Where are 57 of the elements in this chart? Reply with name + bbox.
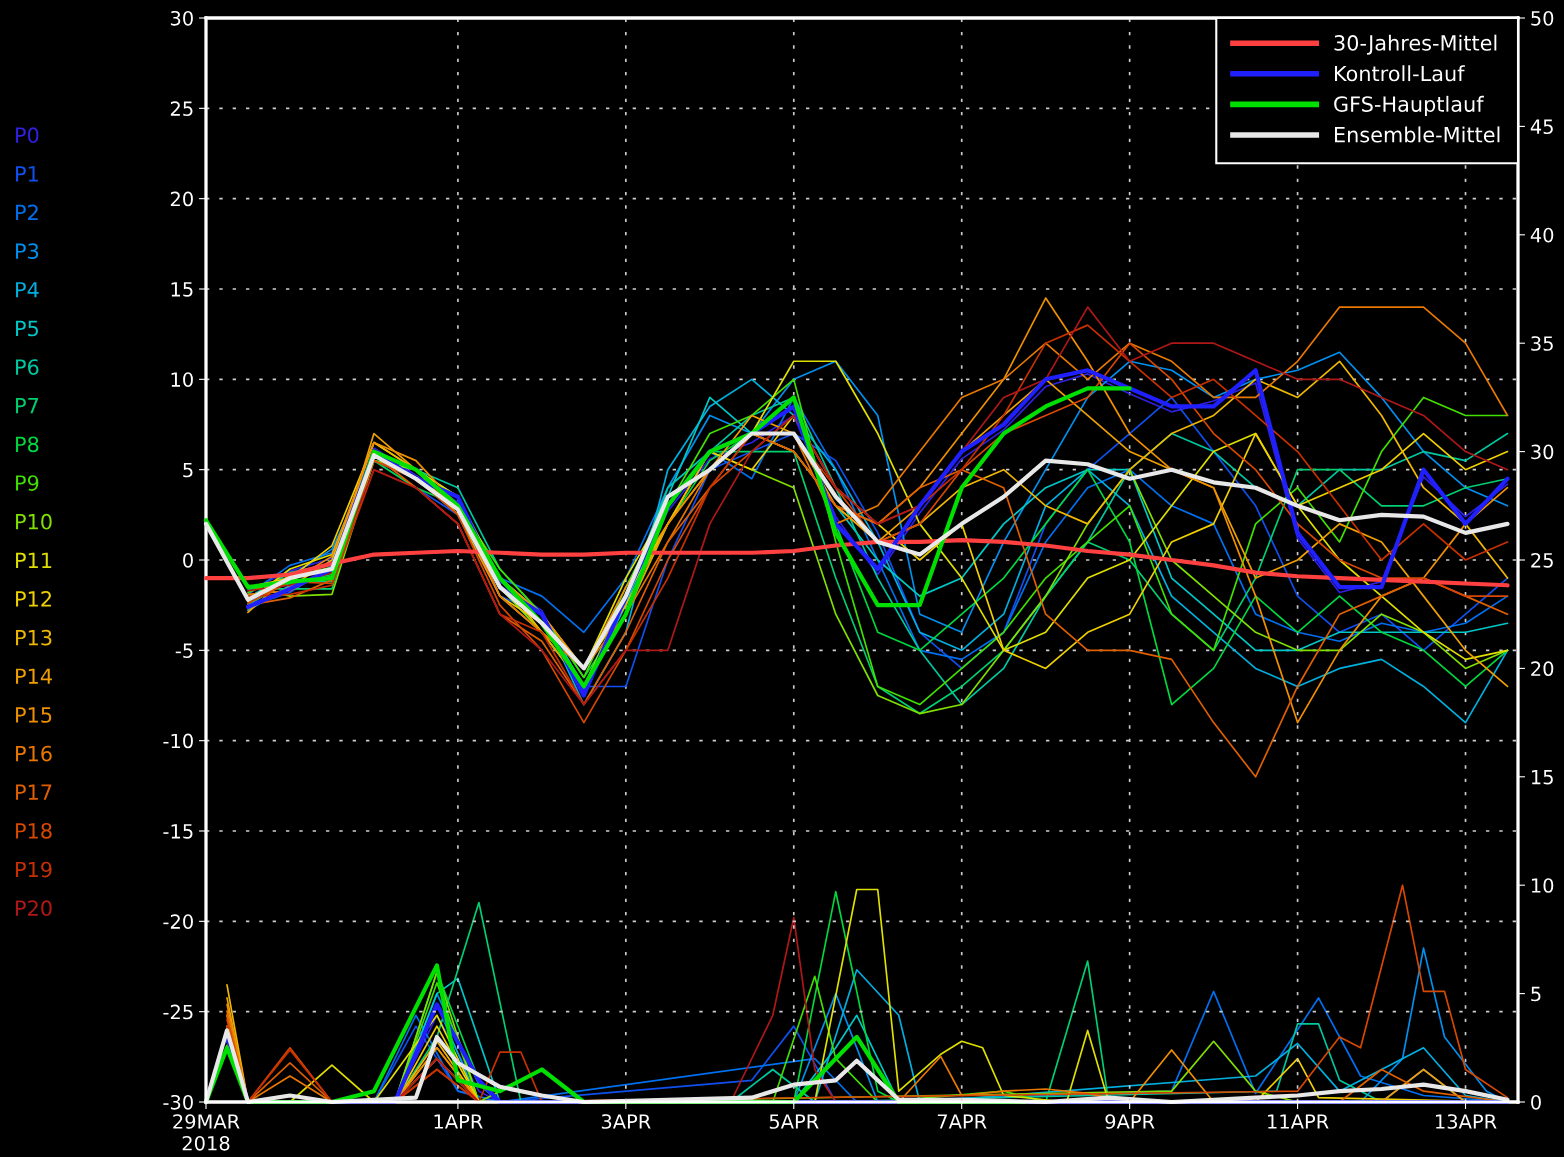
x-tick-label: 13APR	[1436, 1114, 1497, 1129]
text: P5	[16, 320, 38, 337]
y-tick-label: 25	[170, 101, 193, 116]
text: P8	[16, 436, 39, 453]
y2-tick-label: 10	[1531, 878, 1554, 893]
x-tick-label: 7APR	[937, 1114, 987, 1129]
x-tick-label: 1APR	[434, 1114, 483, 1129]
legend-label: GFS-Hauptlauf	[1334, 95, 1484, 116]
y2-tick-label: 35	[1531, 336, 1553, 351]
y-tick-label: -30	[163, 1094, 193, 1110]
text: P15	[16, 707, 52, 723]
text: P9	[16, 475, 39, 491]
y-tick-label: -10	[163, 733, 193, 749]
text: P0	[16, 127, 39, 144]
y-tick-label: 5	[183, 462, 193, 478]
text: P3	[16, 243, 39, 259]
text: P10	[16, 513, 52, 530]
y2-tick-label: 0	[1531, 1094, 1541, 1110]
text: P1	[16, 166, 38, 182]
y2-tick-label: 50	[1531, 10, 1554, 26]
text: P18	[16, 822, 52, 839]
text: P19	[16, 861, 52, 878]
text: P11	[16, 552, 52, 568]
x-tick-label: 9APR	[1105, 1114, 1155, 1129]
x-tick-label: 29MAR 2018	[173, 1114, 240, 1151]
legend-label: Kontroll-Lauf	[1334, 65, 1465, 82]
text: P2	[16, 204, 38, 221]
text: P13	[16, 629, 52, 646]
y2-tick-label: 40	[1530, 227, 1554, 243]
x-tick-label: 11APR	[1268, 1114, 1329, 1129]
y2-tick-label: 30	[1531, 444, 1554, 460]
text: P20	[16, 900, 52, 917]
y-tick-label: 15	[171, 282, 193, 297]
y-tick-label: -15	[163, 824, 193, 839]
text: P4	[16, 282, 39, 298]
y2-tick-label: 45	[1530, 119, 1553, 135]
y2-tick-label: 20	[1531, 661, 1554, 677]
y-tick-label: -5	[175, 643, 193, 658]
text: P6	[16, 359, 39, 375]
y2-tick-label: 5	[1531, 986, 1541, 1002]
y2-tick-label: 25	[1531, 552, 1553, 568]
text: P7	[16, 398, 39, 414]
text: P14	[16, 668, 52, 684]
y-tick-label: 20	[170, 191, 193, 207]
text: P12	[16, 591, 51, 607]
x-tick-label: 5APR	[769, 1114, 819, 1129]
x-tick-label: 3APR	[601, 1114, 651, 1129]
text: P16	[16, 745, 52, 762]
legend-label: 30-Jahres-Mittel	[1334, 34, 1497, 55]
y-tick-label: 10	[171, 372, 193, 387]
y-tick-label: 30	[170, 10, 193, 26]
text: P17	[16, 784, 52, 800]
y-tick-label: -25	[163, 1004, 193, 1020]
y-tick-label: 0	[183, 552, 193, 568]
y-tick-label: -20	[163, 914, 193, 929]
legend-label: Ensemble-Mittel	[1334, 126, 1500, 143]
y2-tick-label: 15	[1531, 770, 1553, 785]
